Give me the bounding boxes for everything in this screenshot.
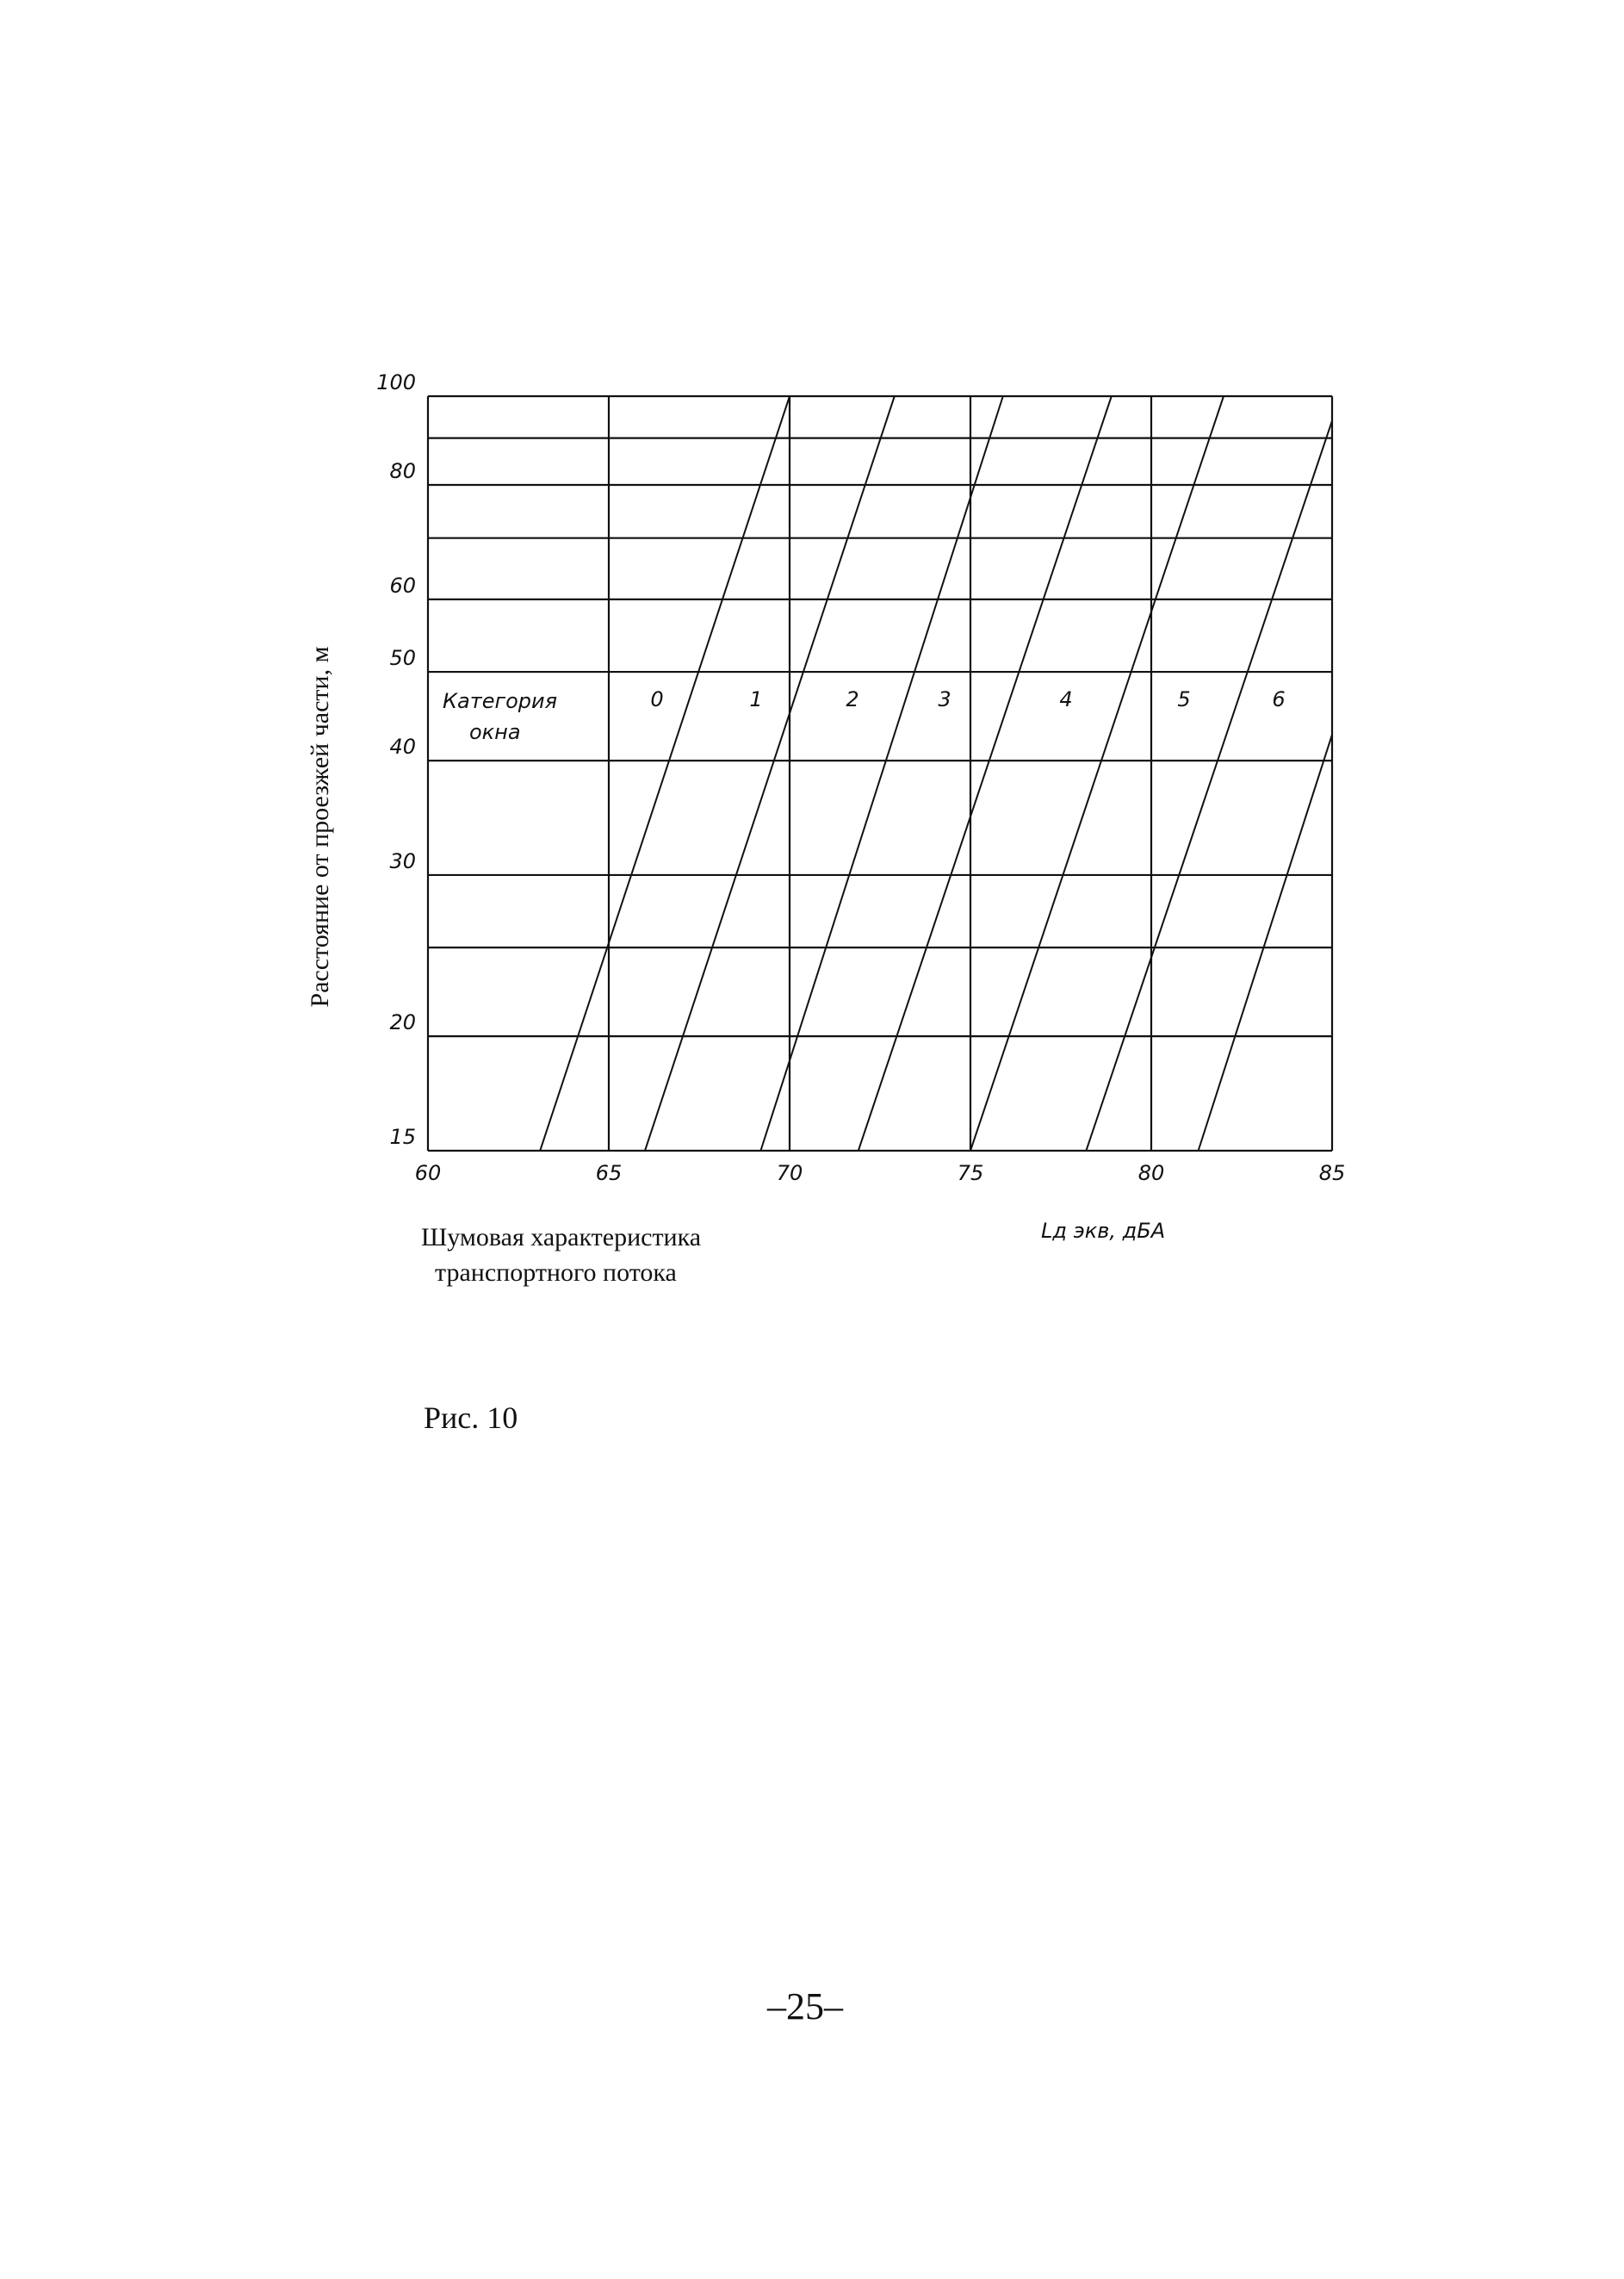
annotation: окна	[469, 720, 521, 744]
figure-caption: Рис. 10	[424, 1400, 518, 1435]
y-tick-label: 30	[389, 849, 416, 873]
x-tick-label: 75	[958, 1161, 984, 1185]
y-tick-label: 60	[389, 574, 416, 598]
page-number: –25–	[766, 1985, 844, 2028]
series-label: 6	[1272, 687, 1285, 711]
series-line	[970, 395, 1224, 1152]
series-line	[759, 395, 1004, 1152]
x-tick-label: 70	[777, 1161, 803, 1185]
series-line	[1197, 734, 1333, 1152]
y-tick-label: 80	[389, 459, 416, 483]
y-axis-label: Расстояние от проезжей части, м	[306, 646, 334, 1007]
x-axis-label: Шумовая характеристика	[421, 1223, 701, 1251]
x-axis-label: транспортного потока	[435, 1258, 677, 1287]
series-label: 0	[650, 687, 663, 711]
series-label: 1	[749, 687, 762, 711]
series-label: 4	[1059, 687, 1072, 711]
y-tick-label: 20	[389, 1010, 416, 1034]
x-tick-label: 60	[415, 1161, 442, 1185]
y-tick-label: 40	[389, 735, 416, 759]
y-tick-label: 100	[376, 370, 416, 394]
series-line	[857, 395, 1113, 1152]
unit-label: Lд экв, дБА	[1041, 1219, 1165, 1243]
series-label: 2	[846, 687, 858, 711]
annotation: Категория	[443, 689, 557, 713]
series-label: 3	[938, 687, 951, 711]
x-tick-label: 85	[1319, 1161, 1346, 1185]
series-line	[644, 395, 896, 1152]
series-label: 5	[1177, 687, 1190, 711]
y-tick-label: 15	[389, 1125, 416, 1149]
x-tick-label: 80	[1138, 1161, 1165, 1185]
y-tick-label: 50	[389, 646, 416, 670]
x-tick-label: 65	[596, 1161, 623, 1185]
series-line	[539, 395, 790, 1152]
series-line	[1085, 420, 1333, 1152]
